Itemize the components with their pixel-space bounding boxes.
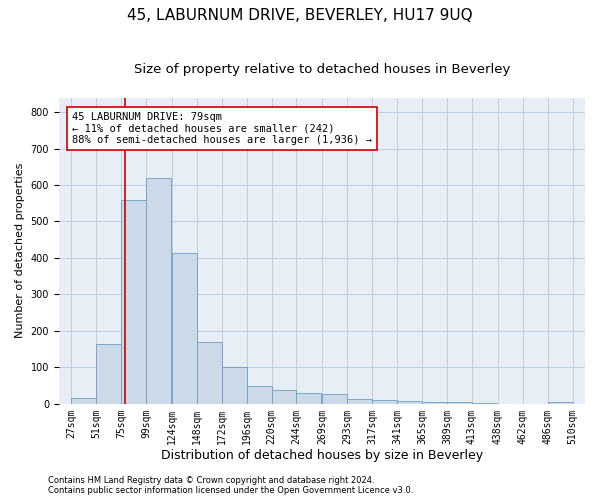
Bar [347, 400, 372, 404]
Bar [96, 344, 121, 404]
Bar [548, 402, 572, 404]
Bar [197, 342, 222, 404]
Text: Contains HM Land Registry data © Crown copyright and database right 2024.
Contai: Contains HM Land Registry data © Crown c… [48, 476, 413, 495]
Bar [296, 394, 322, 404]
Bar [146, 178, 171, 404]
Text: 45 LABURNUM DRIVE: 79sqm
← 11% of detached houses are smaller (242)
88% of semi-: 45 LABURNUM DRIVE: 79sqm ← 11% of detach… [72, 112, 372, 146]
Bar [372, 400, 397, 404]
Text: 45, LABURNUM DRIVE, BEVERLEY, HU17 9UQ: 45, LABURNUM DRIVE, BEVERLEY, HU17 9UQ [127, 8, 473, 22]
Bar [322, 394, 347, 404]
X-axis label: Distribution of detached houses by size in Beverley: Distribution of detached houses by size … [161, 450, 483, 462]
Bar [397, 402, 422, 404]
Bar [422, 402, 447, 404]
Bar [222, 367, 247, 404]
Bar [172, 253, 197, 404]
Y-axis label: Number of detached properties: Number of detached properties [15, 163, 25, 338]
Bar [121, 200, 146, 404]
Title: Size of property relative to detached houses in Beverley: Size of property relative to detached ho… [134, 62, 510, 76]
Bar [272, 390, 296, 404]
Bar [447, 402, 472, 404]
Bar [247, 386, 272, 404]
Bar [71, 398, 96, 404]
